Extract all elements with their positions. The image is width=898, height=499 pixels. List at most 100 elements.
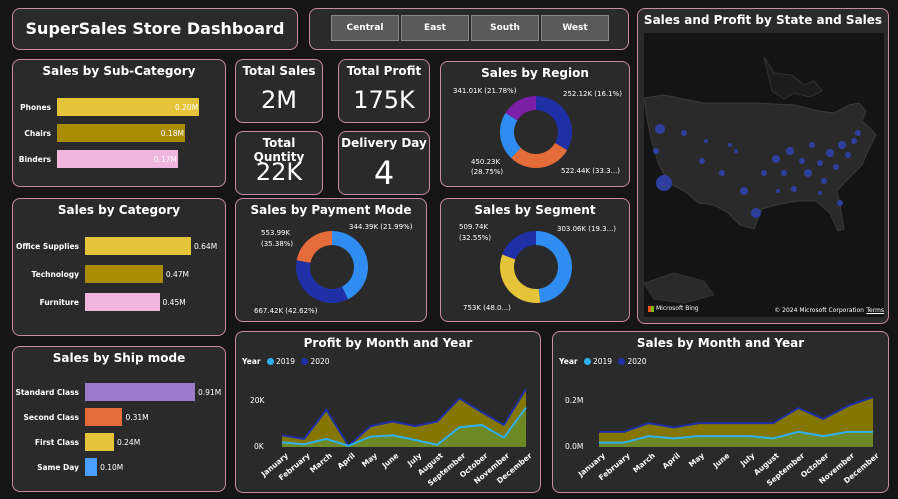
legend-entry: 2019 [275, 357, 296, 366]
kpi-total-quantity: Total Quntity 22K [235, 131, 323, 195]
donut-slice[interactable] [296, 231, 332, 263]
donut-slice[interactable] [536, 96, 572, 151]
bar-value-label: 0.47M [165, 270, 190, 279]
kpi-total-sales: Total Sales 2M [235, 59, 323, 123]
donut-slice[interactable] [332, 231, 368, 300]
kpi-delivery-day: Delivery Day 4 [338, 131, 430, 195]
region-button-east[interactable]: East [401, 15, 469, 41]
bing-label: Microsoft Bing [656, 305, 699, 312]
region-button-central[interactable]: Central [331, 15, 399, 41]
bar[interactable] [85, 237, 191, 255]
region-button-south[interactable]: South [471, 15, 539, 41]
area-chart [281, 388, 527, 448]
data-label: 344.39K (21.99%) [349, 223, 413, 231]
bar-value-label: 0.18M [160, 129, 184, 138]
sales-by-category-card: Sales by Category Office Supplies 0.64M Te… [12, 198, 226, 336]
sales-by-subcategory-card: Sales by Sub-Category Phones 0.20M Chairs 0… [12, 59, 226, 187]
series-line-2020[interactable] [599, 396, 874, 433]
donut-slice[interactable] [500, 254, 541, 303]
donut-slice[interactable] [536, 231, 573, 303]
legend-label: Year [242, 357, 261, 366]
bing-logo: Microsoft Bing [648, 305, 699, 312]
card-title: Sales by Segment [474, 203, 596, 217]
series-line-2020[interactable] [281, 388, 527, 448]
kpi-title: Total Profit [346, 64, 422, 78]
data-label: (28.75%) [471, 168, 504, 176]
bar-category-label: Technology [31, 270, 79, 279]
bar[interactable] [85, 265, 163, 283]
card-title: Sales by Month and Year [636, 336, 805, 350]
bar-category-label: Same Day [37, 463, 79, 472]
kpi-value: 2M [261, 86, 297, 114]
donut-slice[interactable] [500, 112, 521, 159]
data-label: 553.99K [261, 229, 291, 237]
sales-by-region-card: Sales by Region 341.01K (21.78%) 252.12K… [440, 61, 630, 187]
legend-marker [266, 358, 274, 365]
chart-legend: Year 2019 2020 [242, 357, 330, 366]
bar[interactable] [85, 433, 114, 451]
map-card: Sales and Profit by State and Sales Micr… [637, 8, 889, 324]
bar-value-label: 0.45M [162, 298, 186, 307]
bar-value-label: 0.10M [100, 463, 124, 472]
area-fill-2019 [599, 431, 873, 447]
donut-slice[interactable] [502, 231, 536, 260]
donut-chart [296, 231, 368, 303]
data-label: 522.44K (33.3...) [561, 167, 621, 175]
card-title: Profit by Month and Year [303, 336, 473, 350]
legend-marker [618, 358, 626, 365]
bar-value-label: 0.20M [175, 103, 199, 112]
card-title: Sales and Profit by State and Sales [643, 13, 883, 27]
donut-slice[interactable] [511, 143, 568, 168]
legend-marker [301, 358, 309, 365]
data-label: 667.42K (42.62%) [254, 307, 318, 315]
microsoft-icon [648, 305, 654, 312]
bar[interactable] [57, 98, 199, 116]
legend-label: Year [559, 357, 578, 366]
bar[interactable] [85, 293, 160, 311]
area-fill-2019 [282, 407, 526, 447]
kpi-value: 4 [373, 154, 395, 192]
donut-slice[interactable] [296, 260, 349, 303]
bar-category-label: Chairs [24, 129, 51, 138]
legend-entry: 2020 [310, 357, 330, 366]
bar[interactable] [85, 383, 195, 401]
data-label: 753K (48.0...) [463, 304, 511, 312]
donut-slice[interactable] [505, 96, 536, 121]
terms-link[interactable]: Terms [866, 307, 884, 314]
bar-value-label: 0.91M [198, 388, 222, 397]
area-chart [599, 396, 874, 447]
bar[interactable] [57, 124, 185, 142]
bar[interactable] [57, 150, 178, 168]
data-label: (35.38%) [261, 240, 294, 248]
bar-category-label: First Class [34, 438, 79, 447]
y-tick: 0K [254, 442, 264, 451]
kpi-title: Total Quntity [253, 136, 305, 164]
kpi-value: 22K [255, 158, 303, 186]
kpi-title: Total Sales [242, 64, 316, 78]
region-button-west[interactable]: West [541, 15, 609, 41]
region-slicer: Central East South West [309, 8, 629, 50]
copyright-text: © 2024 Microsoft Corporation [774, 307, 864, 314]
bar-category-label: Office Supplies [15, 242, 79, 251]
us-map[interactable] [644, 33, 884, 317]
donut-chart [500, 96, 572, 168]
y-tick: 0.0M [565, 442, 584, 451]
card-title: Sales by Category [57, 203, 181, 217]
kpi-value: 175K [353, 86, 415, 114]
card-title: Sales by Payment Mode [250, 203, 412, 217]
profit-by-month-card: Profit by Month and Year Year 2019 2020 … [235, 331, 541, 493]
bar-value-label: 0.31M [125, 413, 149, 422]
bar[interactable] [85, 458, 98, 476]
sales-by-segment-card: Sales by Segment 509.74K (32.55%) 303.06… [440, 198, 630, 322]
title-card: SuperSales Store Dashboard [12, 8, 298, 50]
bar-value-label: 0.64M [194, 242, 218, 251]
bar-category-label: Binders [18, 155, 51, 164]
series-line-2019[interactable] [599, 430, 873, 444]
kpi-total-profit: Total Profit 175K [338, 59, 430, 123]
bar-value-label: 0.24M [117, 438, 141, 447]
map-copyright: © 2024 Microsoft Corporation [774, 307, 864, 314]
y-tick: 20K [250, 396, 265, 405]
bar-category-label: Furniture [39, 298, 79, 307]
bar[interactable] [85, 408, 123, 426]
series-line-2019[interactable] [281, 406, 527, 447]
